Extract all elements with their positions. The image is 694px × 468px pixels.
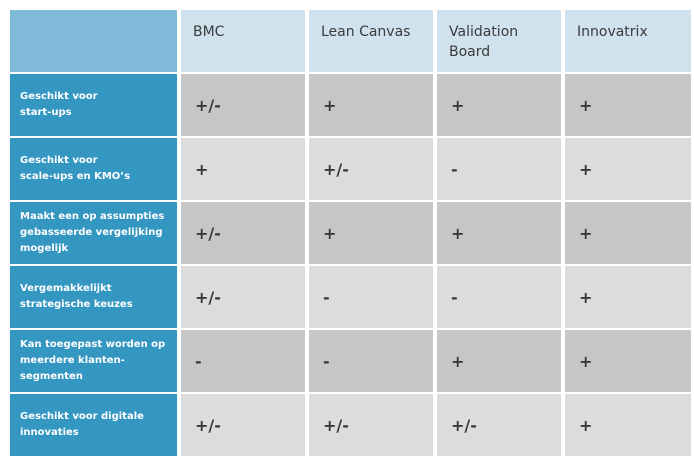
table-cell: - <box>309 266 433 328</box>
row-label: Geschikt voor digitale innovaties <box>10 394 177 456</box>
cell-value: + <box>451 351 465 371</box>
cell-value: + <box>579 287 593 307</box>
cell-value: +/- <box>195 223 221 243</box>
table-cell: +/- <box>309 394 433 456</box>
cell-value: +/- <box>195 415 221 435</box>
column-header-label: Lean Canvas <box>321 24 411 40</box>
table-cell: + <box>565 266 691 328</box>
table-cell: +/- <box>181 266 305 328</box>
cell-value: +/- <box>323 159 349 179</box>
column-header-innovatrix: Innovatrix <box>565 10 691 72</box>
cell-value: + <box>579 415 593 435</box>
row-label-text: Kan toegepast worden op meerdere klanten… <box>20 339 166 382</box>
row-label-text: Vergemakkelijkt strategische keuzes <box>20 283 133 310</box>
table-cell: + <box>565 202 691 264</box>
table-cell: + <box>437 202 561 264</box>
column-header-label: BMC <box>193 24 225 40</box>
cell-value: + <box>323 223 337 243</box>
cell-value: + <box>579 223 593 243</box>
table-cell: + <box>181 138 305 200</box>
column-header-lean-canvas: Lean Canvas <box>309 10 433 72</box>
cell-value: + <box>579 159 593 179</box>
row-label: Geschikt voor start-ups <box>10 74 177 136</box>
cell-value: + <box>323 95 337 115</box>
table-cell: + <box>437 74 561 136</box>
cell-value: +/- <box>195 95 221 115</box>
column-header-label: Validation Board <box>449 24 519 60</box>
comparison-table: BMC Lean Canvas Validation Board Innovat… <box>10 10 691 456</box>
table-cell: - <box>437 138 561 200</box>
table-cell: +/- <box>309 138 433 200</box>
cell-value: - <box>323 287 330 307</box>
table-cell: - <box>437 266 561 328</box>
column-header-validation-board: Validation Board <box>437 10 561 72</box>
cell-value: + <box>195 159 209 179</box>
row-label-text: Geschikt voor digitale innovaties <box>20 411 144 438</box>
column-header-label: Innovatrix <box>577 24 648 40</box>
row-label-text: Geschikt voor scale-ups en KMO’s <box>20 155 131 182</box>
table-cell: - <box>309 330 433 392</box>
cell-value: +/- <box>451 415 477 435</box>
table-cell: +/- <box>181 74 305 136</box>
cell-value: + <box>451 95 465 115</box>
table-cell: + <box>565 394 691 456</box>
cell-value: + <box>451 223 465 243</box>
cell-value: +/- <box>323 415 349 435</box>
table-cell: + <box>565 330 691 392</box>
row-label-text: Maakt een op assumpties gebasseerde verg… <box>20 211 165 254</box>
table-cell: +/- <box>181 202 305 264</box>
table-cell: + <box>565 74 691 136</box>
table-cell: + <box>565 138 691 200</box>
row-label: Kan toegepast worden op meerdere klanten… <box>10 330 177 392</box>
table-cell: + <box>437 330 561 392</box>
table-corner <box>10 10 177 72</box>
cell-value: + <box>579 95 593 115</box>
column-header-bmc: BMC <box>181 10 305 72</box>
table-cell: + <box>309 202 433 264</box>
cell-value: + <box>579 351 593 371</box>
cell-value: - <box>195 351 202 371</box>
row-label: Vergemakkelijkt strategische keuzes <box>10 266 177 328</box>
table-cell: +/- <box>181 394 305 456</box>
cell-value: - <box>451 287 458 307</box>
cell-value: - <box>451 159 458 179</box>
row-label: Geschikt voor scale-ups en KMO’s <box>10 138 177 200</box>
table-cell: +/- <box>437 394 561 456</box>
table-cell: + <box>309 74 433 136</box>
row-label-text: Geschikt voor start-ups <box>20 91 98 118</box>
row-label: Maakt een op assumpties gebasseerde verg… <box>10 202 177 264</box>
cell-value: - <box>323 351 330 371</box>
cell-value: +/- <box>195 287 221 307</box>
table-cell: - <box>181 330 305 392</box>
